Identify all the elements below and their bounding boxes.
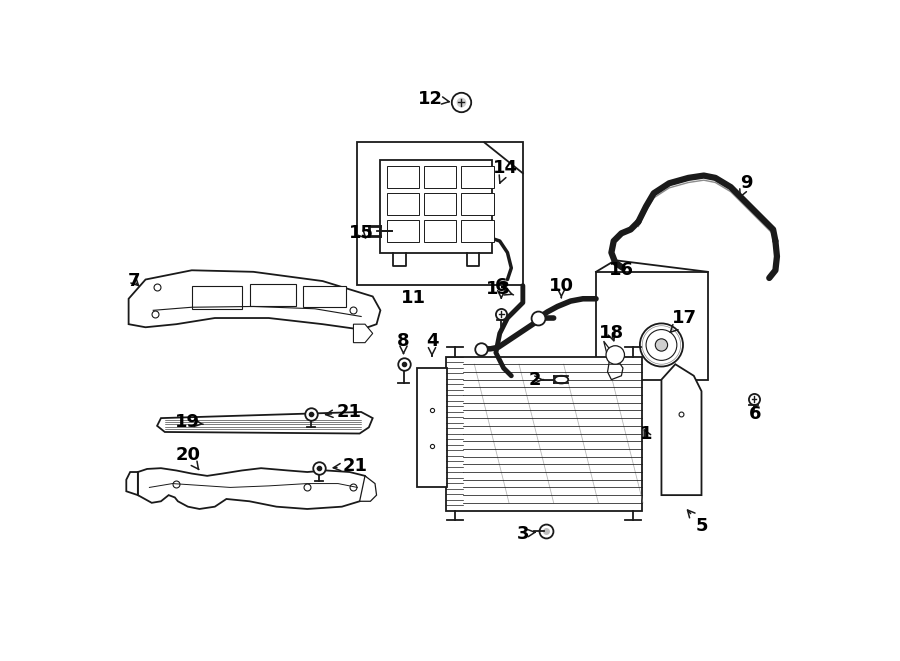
Polygon shape xyxy=(129,270,381,330)
Text: 5: 5 xyxy=(688,510,707,535)
Circle shape xyxy=(655,339,668,351)
Text: 21: 21 xyxy=(326,403,362,421)
Text: 8: 8 xyxy=(397,332,410,354)
Circle shape xyxy=(606,346,625,364)
Text: 11: 11 xyxy=(401,289,426,307)
Bar xyxy=(357,143,523,285)
Text: 7: 7 xyxy=(128,272,140,290)
Polygon shape xyxy=(126,472,138,495)
Bar xyxy=(192,286,242,309)
Text: 21: 21 xyxy=(333,457,367,475)
Polygon shape xyxy=(604,341,623,379)
Text: 17: 17 xyxy=(670,309,698,332)
Text: 14: 14 xyxy=(493,159,518,183)
Bar xyxy=(461,193,493,215)
Text: 6: 6 xyxy=(749,405,761,423)
Text: 20: 20 xyxy=(176,446,201,469)
Text: 3: 3 xyxy=(517,525,535,543)
Bar xyxy=(303,286,346,307)
Bar xyxy=(387,193,419,215)
Bar xyxy=(387,220,419,242)
Polygon shape xyxy=(596,272,707,379)
Bar xyxy=(461,167,493,188)
Bar xyxy=(424,193,456,215)
Polygon shape xyxy=(158,412,373,434)
Bar xyxy=(381,160,492,253)
Polygon shape xyxy=(354,324,373,342)
Circle shape xyxy=(646,330,677,360)
Bar xyxy=(424,220,456,242)
Text: 18: 18 xyxy=(598,325,624,342)
Text: 10: 10 xyxy=(549,277,574,297)
Text: 16: 16 xyxy=(609,261,634,280)
Bar xyxy=(446,356,643,510)
Polygon shape xyxy=(662,364,701,495)
Bar xyxy=(418,368,446,487)
Polygon shape xyxy=(360,476,376,501)
Circle shape xyxy=(640,323,683,367)
Text: 15: 15 xyxy=(348,224,374,243)
Polygon shape xyxy=(138,468,371,509)
Text: 6: 6 xyxy=(495,277,508,298)
Text: 9: 9 xyxy=(740,175,752,198)
Ellipse shape xyxy=(554,375,568,383)
Bar xyxy=(461,220,493,242)
Bar xyxy=(387,167,419,188)
Text: 2: 2 xyxy=(528,371,544,389)
Text: 13: 13 xyxy=(486,280,514,297)
Bar xyxy=(249,284,296,305)
Text: 12: 12 xyxy=(418,90,449,108)
Bar xyxy=(424,167,456,188)
Text: 4: 4 xyxy=(426,332,438,356)
Text: 1: 1 xyxy=(640,424,652,442)
Text: 19: 19 xyxy=(176,413,203,431)
